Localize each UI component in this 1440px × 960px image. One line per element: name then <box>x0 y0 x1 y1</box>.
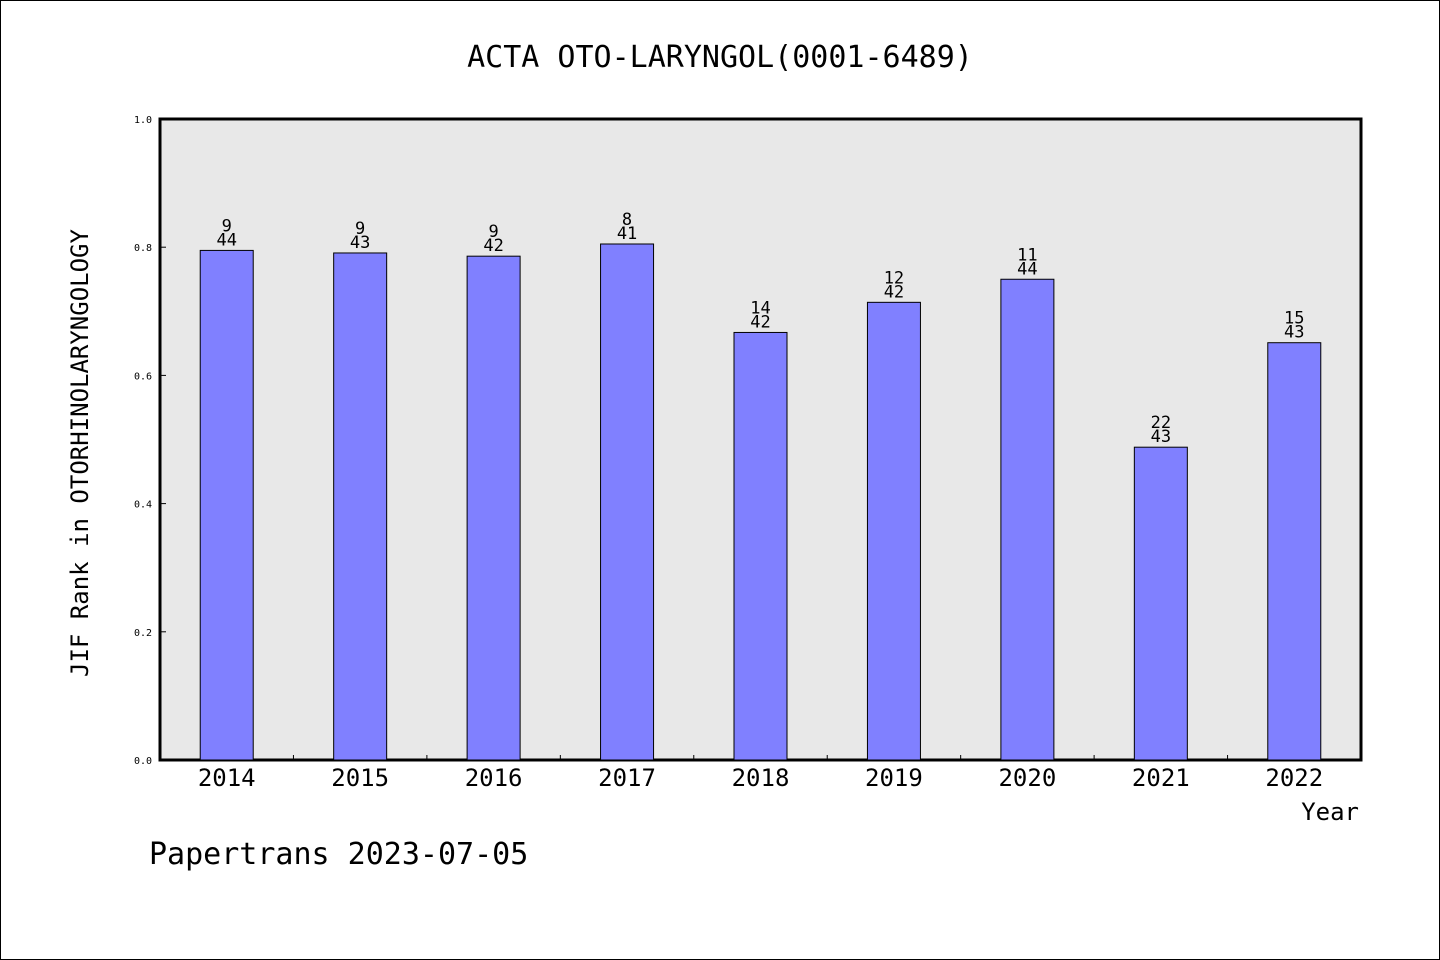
x-tick-label: 2017 <box>598 764 656 792</box>
y-tick-label: 0.0 <box>134 756 152 767</box>
chart-title: ACTA OTO-LARYNGOL(0001-6489) <box>467 40 973 75</box>
y-tick-label: 0.2 <box>134 628 152 639</box>
bar-total-label: 41 <box>617 224 637 244</box>
x-tick-label: 2018 <box>732 764 790 792</box>
bar-rank-label: 14 <box>750 298 770 318</box>
bar-total-label: 44 <box>1017 259 1037 279</box>
x-axis: 2014 2015 2016 2017 2018 2019 2020 2021 2022 <box>198 755 1323 792</box>
bar-total-label: 42 <box>750 312 770 332</box>
y-tick-label: 0.4 <box>134 500 152 511</box>
bar <box>333 252 388 761</box>
bar-total-label: 43 <box>1284 323 1304 343</box>
bar-rank-label: 15 <box>1284 309 1304 329</box>
bar <box>733 331 788 761</box>
bar-total-label: 44 <box>216 230 236 250</box>
x-tick-label: 2015 <box>331 764 389 792</box>
x-tick-label: 2022 <box>1265 764 1323 792</box>
bar <box>600 243 655 761</box>
bar-total-label: 43 <box>350 233 370 253</box>
bar-total-label: 42 <box>483 236 503 256</box>
x-tick-label: 2021 <box>1132 764 1190 792</box>
bar-total-label: 43 <box>1151 427 1171 447</box>
x-tick-label: 2016 <box>465 764 523 792</box>
bar-rank-label: 12 <box>884 268 904 288</box>
y-tick-label: 1.0 <box>134 115 152 126</box>
bar-rank-label: 9 <box>488 222 498 242</box>
x-tick-label: 2019 <box>865 764 923 792</box>
bar-total-label: 42 <box>884 282 904 302</box>
y-axis-label: JIF Rank in OTORHINOLARYNGOLOGY <box>66 228 94 676</box>
bar-rank-label: 8 <box>622 210 632 230</box>
bar-rank-label: 22 <box>1151 413 1171 433</box>
footer-credit: Papertrans 2023-07-05 <box>149 837 528 872</box>
bar <box>1133 446 1188 761</box>
x-tick-label: 2020 <box>998 764 1056 792</box>
bar <box>466 255 521 761</box>
bar-rank-label: 9 <box>355 219 365 239</box>
bar <box>1000 278 1055 761</box>
x-axis-label: Year <box>1301 798 1359 826</box>
bar <box>199 249 254 761</box>
x-tick-label: 2014 <box>198 764 256 792</box>
bar-rank-label: 11 <box>1017 245 1037 265</box>
y-tick-label: 0.6 <box>134 371 152 382</box>
y-tick-label: 0.8 <box>134 243 152 254</box>
bar <box>866 301 921 761</box>
y-axis: 0.0 0.2 0.4 0.6 0.8 1.0 <box>134 115 166 767</box>
bar-rank-label: 9 <box>222 216 232 236</box>
bar <box>1267 342 1322 761</box>
